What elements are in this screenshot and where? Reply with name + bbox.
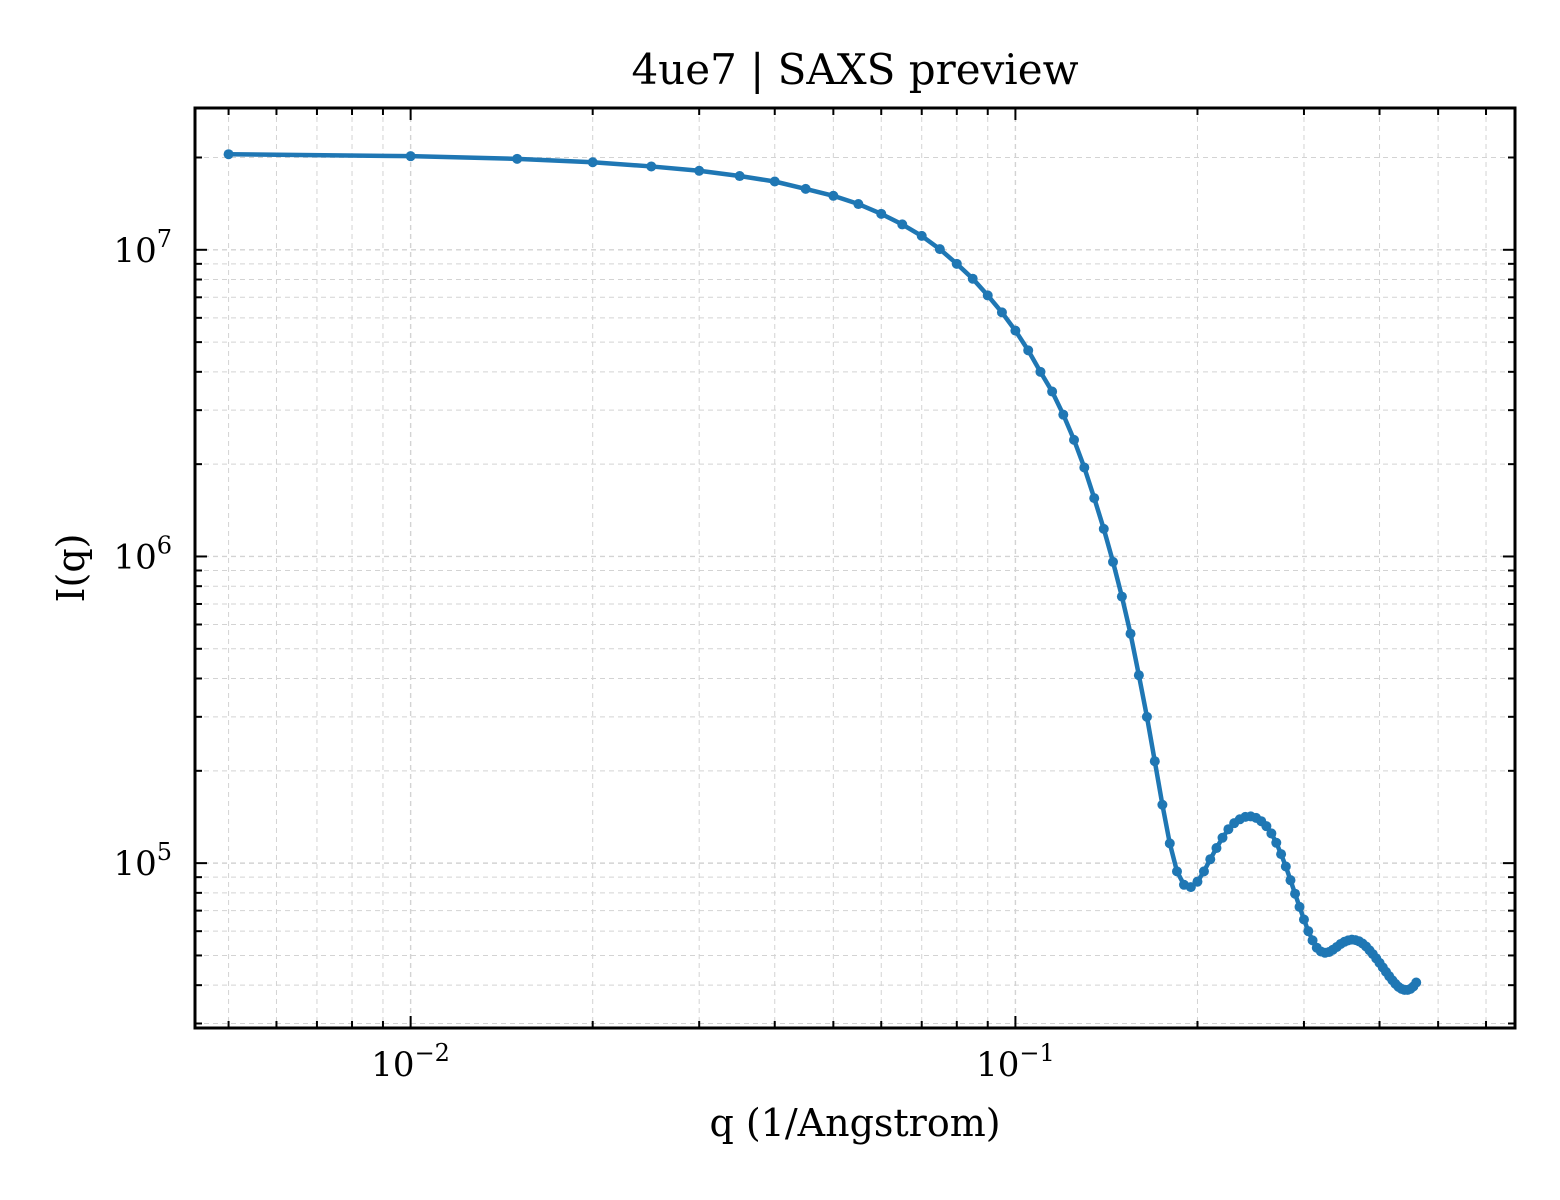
y-tick-label: 105 [113,838,172,884]
data-point [1010,325,1021,336]
series-layer [223,149,1422,995]
data-point [934,244,945,255]
data-point [1303,926,1314,937]
data-point [1271,837,1282,848]
data-point [982,290,993,301]
data-point [1198,866,1209,877]
data-point [1290,888,1301,899]
data-point [1069,434,1080,445]
data-point [876,208,887,219]
tick-labels: 10−2 10−1 105 106 107 [113,225,1054,1085]
chart-title: 4ue7 | SAXS preview [631,45,1078,94]
data-point [1298,914,1309,925]
data-point [1205,854,1216,865]
data-point [800,183,811,194]
data-point [1285,875,1296,886]
x-axis-label: q (1/Angstrom) [709,1101,1000,1145]
data-point [734,171,745,182]
grid [195,108,1515,1028]
data-point [1217,832,1228,843]
data-point [1192,876,1203,887]
data-point [1141,711,1152,722]
data-point [996,307,1007,318]
y-tick-label: 106 [113,531,172,577]
data-point [828,190,839,201]
data-point [587,157,598,168]
data-point [1171,866,1182,877]
x-tick-label: 10−2 [371,1039,450,1085]
data-point [1035,366,1046,377]
data-point [1261,821,1272,832]
data-point [1280,861,1291,872]
data-point [897,219,908,230]
data-point [1411,977,1422,988]
data-point [1185,882,1196,893]
data-point [1157,799,1168,810]
data-point [1307,935,1318,946]
data-point [1108,556,1118,567]
y-tick-label: 107 [113,225,172,271]
data-point [512,153,523,164]
data-point [1294,901,1305,912]
data-point [1276,849,1287,860]
data-point [1266,828,1277,839]
data-point [1058,409,1069,420]
data-point [1089,493,1100,504]
data-point [1116,591,1127,602]
plot-frame [193,106,1517,1030]
data-point [223,149,234,160]
data-point [694,165,705,176]
x-tick-label: 10−1 [976,1039,1055,1085]
data-point [646,161,657,172]
data-point [951,258,962,269]
data-point [853,199,864,210]
data-point [405,151,416,162]
data-point [1125,628,1136,639]
data-point [1047,386,1058,397]
data-point [1211,843,1222,854]
y-axis-label: I(q) [49,534,93,603]
data-point [1079,462,1090,473]
data-point [1149,756,1160,767]
data-point [769,176,780,187]
data-point [967,273,978,284]
data-point [1133,670,1144,681]
data-point [1023,345,1034,356]
data-point [916,230,927,241]
data-point [1164,838,1175,849]
data-point [1098,523,1109,534]
